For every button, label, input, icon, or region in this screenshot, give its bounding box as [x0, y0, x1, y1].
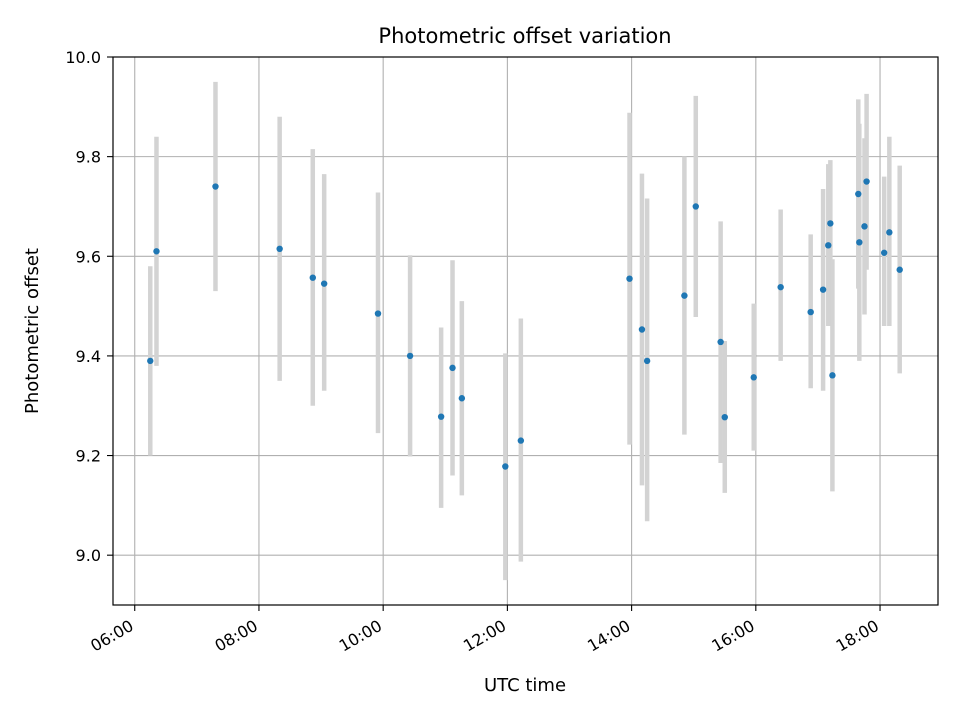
data-point [863, 178, 870, 185]
data-point [825, 242, 832, 249]
data-point [437, 413, 445, 420]
data-point [147, 357, 154, 365]
data-point [502, 463, 509, 470]
data-point [861, 223, 868, 230]
data-point [374, 310, 382, 317]
data-points [147, 178, 903, 470]
data-point [829, 372, 836, 379]
plot-frame [112, 56, 939, 606]
data-point [320, 280, 328, 287]
data-point [717, 338, 724, 346]
data-point [855, 190, 862, 198]
data-point [896, 266, 903, 273]
data-point [276, 245, 283, 252]
chart-title: Photometric offset variation [378, 24, 671, 48]
data-point [886, 229, 893, 236]
data-point [819, 286, 827, 293]
data-point [692, 203, 699, 210]
data-point [406, 352, 414, 360]
y-tick-label: 9.6 [76, 247, 101, 266]
data-point [458, 395, 466, 402]
y-tick-label: 9.4 [76, 347, 101, 366]
data-point [643, 357, 651, 365]
y-axis-label: Photometric offset [22, 248, 43, 414]
data-point [807, 308, 814, 316]
y-tick-label: 10.0 [65, 48, 101, 67]
data-point [880, 249, 888, 256]
data-point [638, 326, 646, 333]
data-point [626, 275, 633, 282]
data-point [212, 183, 219, 190]
data-point [517, 437, 525, 444]
y-tick-label: 9.0 [76, 546, 101, 565]
data-point [721, 413, 728, 421]
x-axis-label: UTC time [484, 675, 566, 696]
data-point [750, 374, 757, 381]
data-point [856, 239, 863, 246]
y-tick-label: 9.2 [76, 447, 101, 466]
y-tick-label: 9.8 [76, 148, 101, 167]
data-point [153, 248, 160, 255]
data-point [681, 292, 688, 299]
data-point [449, 364, 456, 372]
data-point [777, 283, 784, 291]
data-point [309, 274, 316, 281]
data-point [827, 220, 834, 227]
